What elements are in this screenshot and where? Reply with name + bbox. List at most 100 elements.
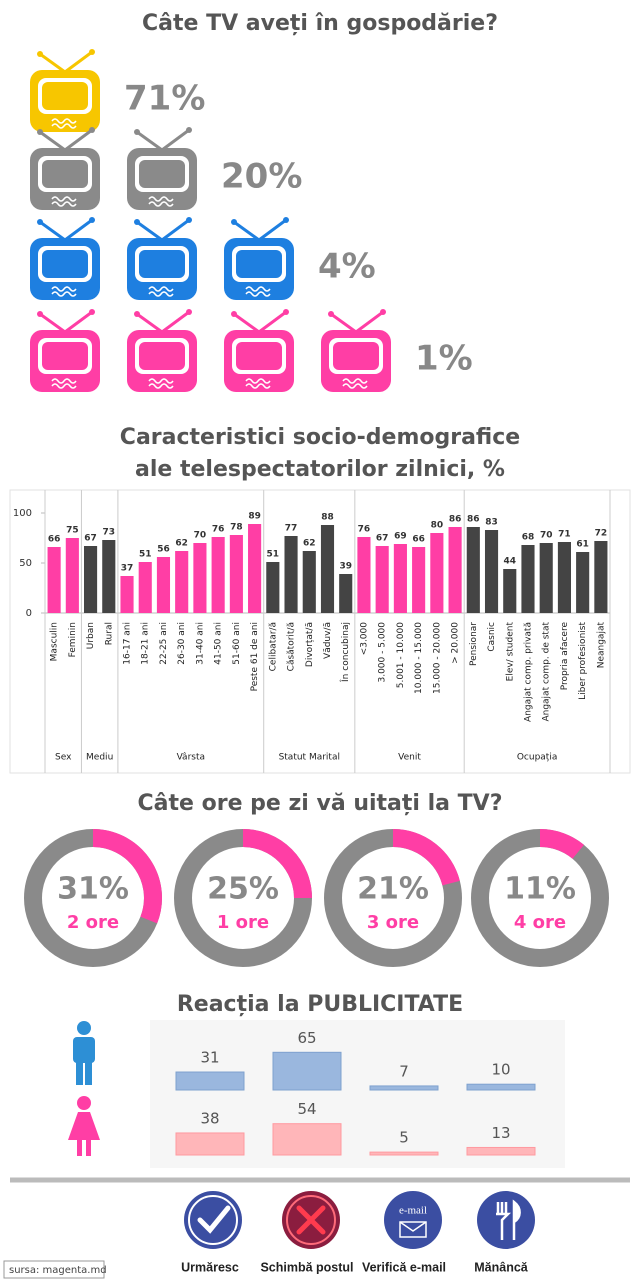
antenna-tip xyxy=(283,217,289,223)
bar xyxy=(375,546,389,613)
x-tick-label: Elev/ student xyxy=(505,622,515,682)
tv-screen-inner xyxy=(42,342,88,370)
bar xyxy=(557,542,571,613)
antenna-tip xyxy=(186,217,192,223)
antenna-tip xyxy=(37,129,43,135)
icon-switch xyxy=(282,1191,340,1249)
antenna-tip xyxy=(231,219,237,225)
x-tick-label: 15.000 - 20.000 xyxy=(432,622,442,694)
value-label: 11% xyxy=(504,872,576,907)
bar xyxy=(102,540,116,613)
antenna-tip xyxy=(89,309,95,315)
bar xyxy=(47,547,61,613)
x-tick-label: 41-50 ani xyxy=(214,622,224,665)
bar xyxy=(539,543,553,613)
title: Caracteristici socio-demografice xyxy=(120,425,520,450)
y-tick-label: 100 xyxy=(13,508,32,519)
tv-grille xyxy=(148,378,174,389)
value-label: 88 xyxy=(321,513,334,523)
x-tick-label: Văduv/ă xyxy=(323,622,333,659)
antenna-tip xyxy=(37,51,43,57)
bar xyxy=(302,551,316,613)
x-tick-label: 16-17 ani xyxy=(123,622,133,665)
group-label: Venit xyxy=(398,753,421,763)
value-label: 67 xyxy=(376,534,389,544)
tv-screen-inner xyxy=(139,160,185,188)
antenna-tip xyxy=(134,219,140,225)
x-tick-label: > 20.000 xyxy=(451,622,461,664)
group-label: Mediu xyxy=(86,753,113,763)
value-label: 73 xyxy=(103,528,116,538)
x-tick-label: În concubinaj xyxy=(339,622,351,683)
donut-arc xyxy=(92,829,162,924)
x-tick-label: Feminin xyxy=(68,622,78,657)
antenna xyxy=(330,310,384,334)
value-label: 38 xyxy=(200,1109,219,1127)
value-label: 56 xyxy=(157,545,170,555)
bar xyxy=(175,1071,245,1091)
antenna xyxy=(39,128,93,152)
x-tick-label: Angajat comp. privată xyxy=(523,622,533,722)
y-tick-label: 0 xyxy=(26,608,32,619)
value-label: 89 xyxy=(248,512,261,522)
value-label: 51 xyxy=(267,550,280,560)
value-label: 39 xyxy=(339,562,352,572)
tv-screen-inner xyxy=(139,342,185,370)
value-label: 31% xyxy=(57,872,129,907)
tv-screen-inner xyxy=(42,250,88,278)
bar xyxy=(272,1051,342,1091)
bar xyxy=(120,576,134,613)
group-label: Ocupația xyxy=(517,753,558,763)
value-label: 21% xyxy=(357,872,429,907)
bar xyxy=(369,1085,439,1091)
x-tick-label: Schimbă postul xyxy=(260,1260,353,1274)
tv-screen-inner xyxy=(42,82,88,110)
value-label: 70 xyxy=(194,531,207,541)
title: Câte ore pe zi vă uitați la TV? xyxy=(138,791,503,816)
value-label: 37 xyxy=(121,564,134,574)
antenna xyxy=(136,310,190,334)
value-label: 62 xyxy=(303,539,316,549)
antenna xyxy=(39,310,93,334)
value-label: 75 xyxy=(66,526,79,536)
value-label: 86 xyxy=(467,515,480,525)
tv-screen-inner xyxy=(333,342,379,370)
bar xyxy=(284,536,298,613)
tv-grille xyxy=(148,286,174,297)
value-label: 44 xyxy=(503,557,516,567)
icon-text: e-mail xyxy=(399,1205,427,1217)
antenna-tip xyxy=(283,309,289,315)
antenna-tip xyxy=(134,311,140,317)
source: sursa: magenta.md xyxy=(9,1265,107,1276)
bar xyxy=(175,551,189,613)
value-label: 72 xyxy=(595,529,608,539)
value-label: 67 xyxy=(84,534,97,544)
value-label: 13 xyxy=(491,1124,510,1142)
bar xyxy=(484,530,499,613)
antenna-tip xyxy=(186,309,192,315)
category-label: 4 ore xyxy=(514,912,566,933)
icon-email: e-mail xyxy=(384,1191,442,1249)
x-tick-label: Urban xyxy=(86,622,96,649)
category-label: 3 ore xyxy=(367,912,419,933)
antenna xyxy=(39,218,93,242)
antenna xyxy=(136,128,190,152)
value-label: 7 xyxy=(399,1062,409,1080)
value-label: 76 xyxy=(358,525,371,535)
tv-screen-inner xyxy=(236,342,282,370)
tv-icon xyxy=(30,127,100,210)
x-tick-label: Celibatar/ă xyxy=(268,622,278,671)
tv-screen-inner xyxy=(42,160,88,188)
tv-grille xyxy=(51,378,77,389)
value-label: 69 xyxy=(394,532,407,542)
bar xyxy=(248,524,262,613)
antenna-tip xyxy=(186,127,192,133)
bar xyxy=(193,543,207,613)
bar xyxy=(576,552,590,613)
woman-icon xyxy=(68,1096,100,1156)
tv-grille xyxy=(245,378,271,389)
tv-icon xyxy=(127,217,197,300)
x-tick-label: 51-60 ani xyxy=(232,622,242,665)
